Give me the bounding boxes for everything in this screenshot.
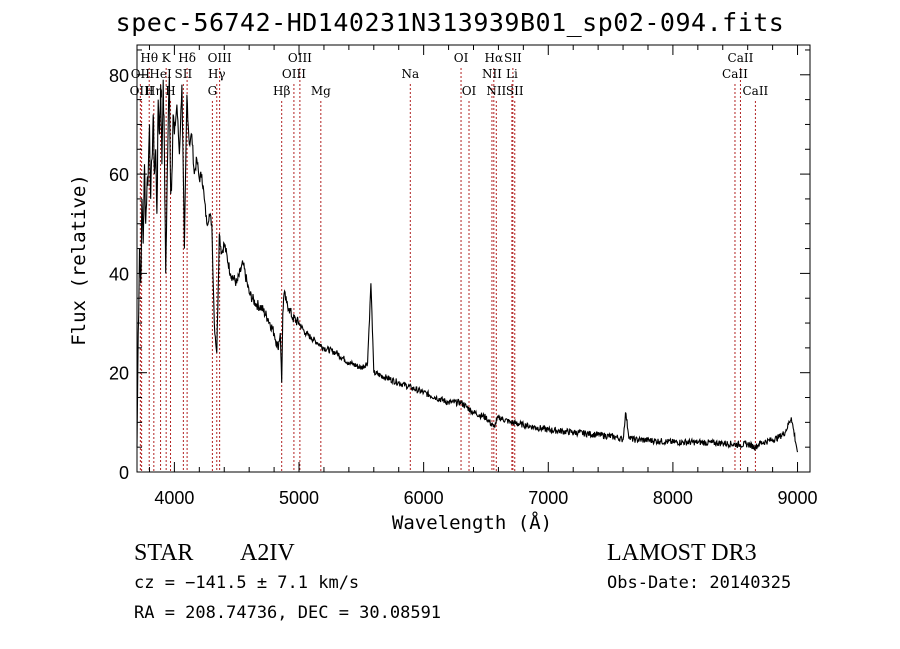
line-marker-label: OIII: [282, 67, 306, 81]
line-marker-label: Hβ: [273, 84, 290, 98]
line-marker-label: CaII: [742, 84, 768, 98]
y-tick-label: 80: [109, 66, 129, 86]
axes: [136, 44, 811, 473]
y-axis-label: Flux (relative): [68, 174, 90, 346]
x-axis-label: Wavelength (Å): [392, 511, 552, 534]
line-marker-label: Li: [506, 67, 518, 81]
line-marker-label: OI: [462, 84, 477, 98]
x-tick-label: 7000: [528, 488, 568, 508]
line-marker-label: CaII: [722, 67, 748, 81]
line-marker-label: HeI: [149, 67, 172, 81]
line-marker-label: OIII: [130, 84, 154, 98]
line-marker-label: OIII: [288, 51, 312, 65]
obs-date: Obs-Date: 20140325: [607, 573, 792, 593]
line-marker-label: NII: [486, 84, 506, 98]
y-tick-label: 20: [109, 364, 129, 384]
plot-area: [136, 74, 799, 453]
line-marker-label: OI: [454, 51, 469, 65]
line-marker-label: Hα: [485, 51, 504, 65]
redshift-readout: cz = −141.5 ± 7.1 km/s: [134, 573, 360, 593]
line-marker-label: K: [162, 51, 172, 65]
line-marker-label: Hθ: [140, 51, 158, 65]
y-tick-label: 40: [109, 264, 129, 284]
line-marker-label: Hη: [145, 84, 163, 98]
x-tick-label: 8000: [653, 488, 693, 508]
x-tick-label: 6000: [404, 488, 444, 508]
line-marker-label: OIII: [208, 51, 232, 65]
object-subclass: A2IV: [240, 540, 295, 566]
line-marker-label: CaII: [728, 51, 754, 65]
coordinates: RA = 208.74736, DEC = 30.08591: [134, 603, 442, 623]
line-marker-label: H: [165, 84, 175, 98]
tick-labels: 4000 5000 6000 7000 8000 9000 0 20 40 60 80: [109, 66, 818, 508]
plot-frame: [136, 44, 811, 473]
y-tick-label: 60: [109, 165, 129, 185]
line-marker-label: Mg: [311, 84, 331, 98]
line-marker-label: G: [208, 84, 218, 98]
survey-name: LAMOST DR3: [607, 540, 757, 566]
line-marker-label: Hδ: [178, 51, 196, 65]
x-tick-label: 4000: [154, 488, 194, 508]
line-marker-label: OII: [131, 67, 151, 81]
line-marker-label: SII: [504, 51, 522, 65]
line-marker-label: SII: [175, 67, 193, 81]
line-marker-label: SII: [506, 84, 524, 98]
line-marker-label: Hγ: [208, 67, 226, 81]
object-class: STAR: [134, 540, 194, 566]
chart-title: spec-56742-HD140231N313939B01_sp02-094.f…: [115, 8, 785, 37]
line-marker-label: Na: [401, 67, 419, 81]
x-tick-label: 9000: [778, 488, 818, 508]
y-tick-label: 0: [119, 463, 129, 483]
spectrum-line: [136, 74, 799, 453]
x-tick-label: 5000: [279, 488, 319, 508]
line-marker-label: NII: [482, 67, 502, 81]
